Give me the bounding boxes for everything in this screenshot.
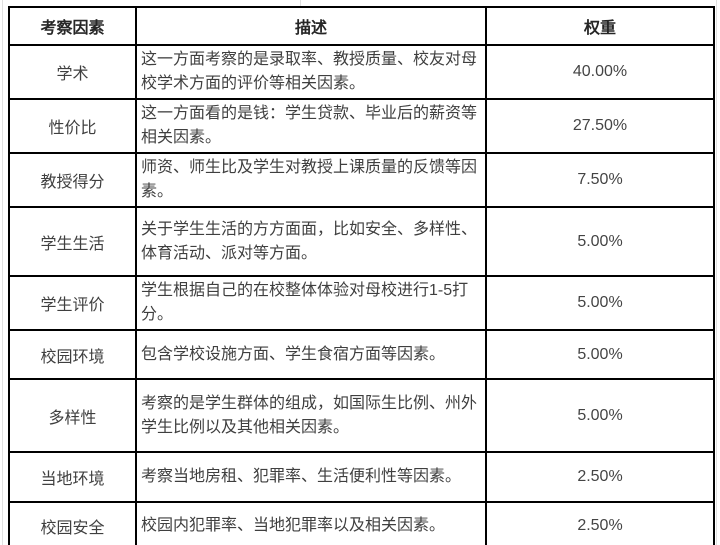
table-row: 教授得分 师资、师生比及学生对教授上课质量的反馈等因素。 7.50% xyxy=(8,152,715,208)
gridline-artifact xyxy=(300,0,301,6)
factor-cell: 校园安全 xyxy=(8,501,137,545)
description-cell: 考察的是学生群体的组成，如国际生比例、州外学生比例以及其他相关因素。 xyxy=(135,378,487,453)
weight-cell: 40.00% xyxy=(485,44,715,100)
header-row: 考察因素 描述 权重 xyxy=(8,6,715,46)
table-row: 学生评价 学生根据自己的在校整体体验对母校进行1-5打分。 5.00% xyxy=(8,275,715,331)
factor-cell: 多样性 xyxy=(8,378,137,453)
table-row: 学术 这一方面考察的是录取率、教授质量、校友对母校学术方面的评价等相关因素。 4… xyxy=(8,44,715,100)
gridline-artifact xyxy=(716,0,717,545)
factor-cell: 性价比 xyxy=(8,98,137,154)
table-row: 学生生活 关于学生生活的方方面面，比如安全、多样性、体育活动、派对等方面。 5.… xyxy=(8,206,715,277)
factor-cell: 学生评价 xyxy=(8,275,137,331)
description-cell: 关于学生生活的方方面面，比如安全、多样性、体育活动、派对等方面。 xyxy=(135,206,487,277)
factor-cell: 教授得分 xyxy=(8,152,137,208)
table-row: 校园安全 校园内犯罪率、当地犯罪率以及相关因素。 2.50% xyxy=(8,501,715,545)
table-row: 性价比 这一方面看的是钱：学生贷款、毕业后的薪资等相关因素。 27.50% xyxy=(8,98,715,154)
table-row: 多样性 考察的是学生群体的组成，如国际生比例、州外学生比例以及其他相关因素。 5… xyxy=(8,378,715,453)
description-cell: 这一方面看的是钱：学生贷款、毕业后的薪资等相关因素。 xyxy=(135,98,487,154)
gridline-artifact xyxy=(2,0,3,545)
weight-cell: 2.50% xyxy=(485,501,715,545)
weight-cell: 5.00% xyxy=(485,206,715,277)
weights-table: 考察因素 描述 权重 学术 这一方面考察的是录取率、教授质量、校友对母校学术方面… xyxy=(8,6,715,545)
weight-cell: 5.00% xyxy=(485,275,715,331)
factor-cell: 学术 xyxy=(8,44,137,100)
description-cell: 师资、师生比及学生对教授上课质量的反馈等因素。 xyxy=(135,152,487,208)
weight-cell: 7.50% xyxy=(485,152,715,208)
description-cell: 学生根据自己的在校整体体验对母校进行1-5打分。 xyxy=(135,275,487,331)
factor-cell: 学生生活 xyxy=(8,206,137,277)
weight-cell: 5.00% xyxy=(485,329,715,380)
weight-cell: 27.50% xyxy=(485,98,715,154)
header-description: 描述 xyxy=(135,6,487,46)
description-cell: 考察当地房租、犯罪率、生活便利性等因素。 xyxy=(135,451,487,503)
description-cell: 校园内犯罪率、当地犯罪率以及相关因素。 xyxy=(135,501,487,545)
header-weight: 权重 xyxy=(485,6,715,46)
table-row: 校园环境 包含学校设施方面、学生食宿方面等因素。 5.00% xyxy=(8,329,715,380)
table-row: 当地环境 考察当地房租、犯罪率、生活便利性等因素。 2.50% xyxy=(8,451,715,503)
factor-cell: 当地环境 xyxy=(8,451,137,503)
description-cell: 这一方面考察的是录取率、教授质量、校友对母校学术方面的评价等相关因素。 xyxy=(135,44,487,100)
header-factor: 考察因素 xyxy=(8,6,137,46)
description-cell: 包含学校设施方面、学生食宿方面等因素。 xyxy=(135,329,487,380)
weight-cell: 2.50% xyxy=(485,451,715,503)
factor-cell: 校园环境 xyxy=(8,329,137,380)
weight-cell: 5.00% xyxy=(485,378,715,453)
